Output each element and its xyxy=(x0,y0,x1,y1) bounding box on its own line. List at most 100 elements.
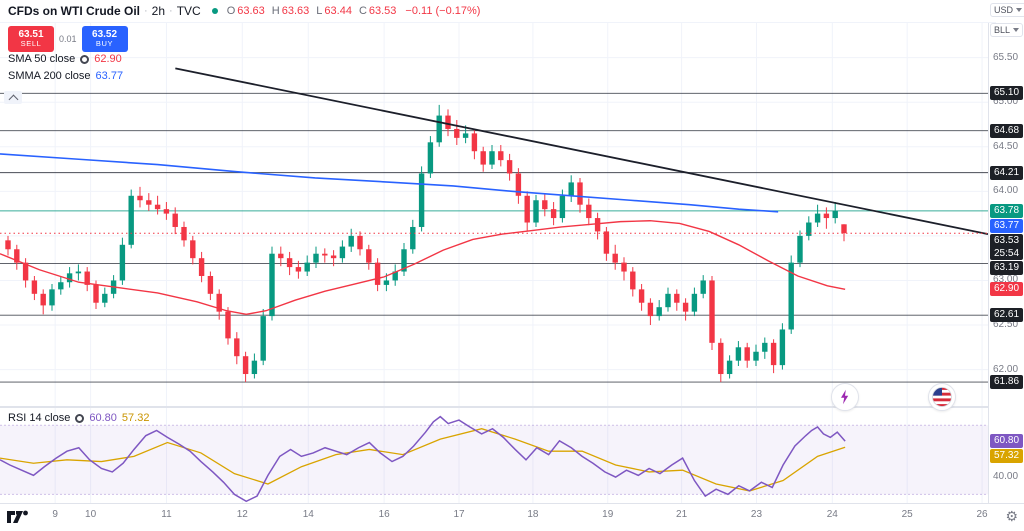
price-level-badge[interactable]: 64.21 xyxy=(990,165,1023,180)
rsi-value: 60.80 xyxy=(89,412,117,424)
buy-button[interactable]: 63.52 BUY xyxy=(81,26,128,52)
interval-label[interactable]: 2h xyxy=(151,4,166,18)
rsi-pane[interactable] xyxy=(0,408,988,503)
chevron-down-icon xyxy=(1016,8,1023,12)
price-axis-label: 62.50 xyxy=(993,319,1019,330)
time-axis-label: 17 xyxy=(453,509,465,520)
last-price-badge[interactable]: 63.53 25:54 xyxy=(990,233,1023,260)
tradingview-logo[interactable] xyxy=(7,510,29,529)
price-axis-label: 65.50 xyxy=(993,51,1019,63)
chart-header: CFDs on WTI Crude Oil · 2h · TVC O 63.63 … xyxy=(0,0,996,23)
low-label: L xyxy=(316,5,323,17)
symbol-title[interactable]: CFDs on WTI Crude Oil xyxy=(8,4,140,18)
tradingview-logo-icon xyxy=(7,510,28,523)
badge-text: 62.90 xyxy=(993,283,1020,295)
badge-text: 57.32 xyxy=(993,450,1020,462)
smma200-label: SMMA 200 close xyxy=(8,70,91,82)
legend-rsi[interactable]: RSI 14 close 60.80 57.32 xyxy=(8,412,149,424)
main-grid xyxy=(0,22,988,407)
buy-label: BUY xyxy=(95,39,114,49)
price-level-lines[interactable] xyxy=(0,92,988,383)
chevron-up-icon xyxy=(8,94,18,104)
time-axis-label: 24 xyxy=(826,509,838,520)
price-axis-label: 64.50 xyxy=(993,140,1019,152)
main-price-pane[interactable] xyxy=(0,22,988,407)
rsi-value-badge[interactable]: 57.32 xyxy=(990,449,1023,464)
pane-separator[interactable] xyxy=(0,406,1024,408)
badge-text: 64.21 xyxy=(993,166,1020,178)
rsi-signal-line xyxy=(0,428,846,492)
exchange-label[interactable]: TVC xyxy=(176,4,201,18)
currency-label: USD xyxy=(994,5,1014,15)
pane-collapse-button[interactable] xyxy=(4,91,22,104)
badge-text: 63.78 xyxy=(993,204,1020,216)
price-level-badge[interactable]: 65.10 xyxy=(990,86,1023,101)
time-axis-label: 9 xyxy=(52,509,58,520)
sell-price: 63.51 xyxy=(18,28,44,40)
trendline[interactable] xyxy=(175,67,988,235)
time-axis[interactable]: ⚙ 9 10 11 12 14 16 17 18 19 21 23 24 25 26 xyxy=(0,503,1024,531)
ohlc-readout: O 63.63 H 63.63 L 63.44 C 63.53 xyxy=(227,5,404,17)
rsi-signal-value: 57.32 xyxy=(121,412,150,424)
sma50-value: 62.90 xyxy=(94,53,122,65)
badge-text: 63.19 xyxy=(993,261,1020,273)
price-level-badge[interactable]: 64.68 xyxy=(990,123,1023,138)
open-value: 63.63 xyxy=(237,5,265,17)
open-label: O xyxy=(226,5,236,17)
trade-panel: 63.51 SELL 0.01 63.52 BUY xyxy=(8,26,128,52)
market-status-icon xyxy=(211,8,218,14)
settings-gear-icon[interactable]: ⚙ xyxy=(1005,508,1018,524)
time-axis-label: 18 xyxy=(527,509,539,520)
time-axis-label: 16 xyxy=(378,509,390,520)
lightning-bolt-icon xyxy=(841,389,849,405)
price-level-badge[interactable]: 61.86 xyxy=(990,375,1023,390)
badge-text: 62.61 xyxy=(993,309,1020,321)
price-axis-label: 62.00 xyxy=(993,363,1019,375)
legend-sma50[interactable]: SMA 50 close 62.90 xyxy=(8,53,122,65)
time-axis-label: 19 xyxy=(602,509,614,520)
price-level-badge[interactable]: 63.78 xyxy=(990,203,1023,218)
sell-label: SELL xyxy=(20,39,42,49)
time-axis-label: 25 xyxy=(901,509,913,520)
price-axis-label: 64.00 xyxy=(993,185,1019,197)
badge-text: 63.77 xyxy=(993,219,1020,231)
rsi-value-badge[interactable]: 60.80 xyxy=(990,434,1023,449)
rsi-label: RSI 14 close xyxy=(8,412,71,424)
close-label: C xyxy=(358,5,367,17)
rsi-band xyxy=(0,425,988,495)
smma200-value: 63.77 xyxy=(95,70,124,82)
price-level-badge[interactable]: 62.61 xyxy=(990,308,1023,323)
unit-dropdown[interactable]: BLL xyxy=(990,23,1024,37)
legend-smma200[interactable]: SMMA 200 close 63.77 xyxy=(8,70,123,82)
badge-text: 63.53 xyxy=(993,234,1020,246)
instant-trading-button[interactable] xyxy=(831,383,859,411)
high-label: H xyxy=(271,5,280,17)
close-value: 63.53 xyxy=(368,5,397,17)
separator-dot: · xyxy=(169,5,173,17)
unit-label: BLL xyxy=(994,25,1011,35)
chevron-down-icon xyxy=(1013,28,1020,32)
price-level-badge[interactable]: 63.19 xyxy=(990,260,1023,275)
price-level-badge[interactable]: 63.77 xyxy=(990,218,1023,233)
badge-text: 25:54 xyxy=(993,247,1020,259)
smma200-line xyxy=(0,153,779,213)
indicator-marker-icon xyxy=(80,54,90,64)
low-value: 63.44 xyxy=(324,5,352,17)
price-axis[interactable]: 65.50 65.00 64.50 64.00 63.00 62.50 62.00 40.00… xyxy=(988,22,1024,503)
price-axis-label: 65.00 xyxy=(993,96,1019,108)
time-axis-label: 11 xyxy=(161,509,172,520)
badge-text: 60.80 xyxy=(993,435,1020,447)
us-flag-button[interactable] xyxy=(928,383,956,411)
sell-button[interactable]: 63.51 SELL xyxy=(8,26,54,52)
time-axis-label: 21 xyxy=(676,509,688,520)
currency-dropdown[interactable]: USD xyxy=(990,3,1024,17)
time-axis-label: 14 xyxy=(302,509,314,520)
indicator-marker-icon xyxy=(75,413,85,423)
time-axis-label: 26 xyxy=(976,509,988,520)
price-level-badge[interactable]: 62.90 xyxy=(990,282,1023,297)
rsi-axis-label: 40.00 xyxy=(993,471,1019,483)
sma50-label: SMA 50 close xyxy=(8,53,76,65)
spread-value: 0.01 xyxy=(59,34,77,44)
separator-dot: · xyxy=(144,5,148,17)
